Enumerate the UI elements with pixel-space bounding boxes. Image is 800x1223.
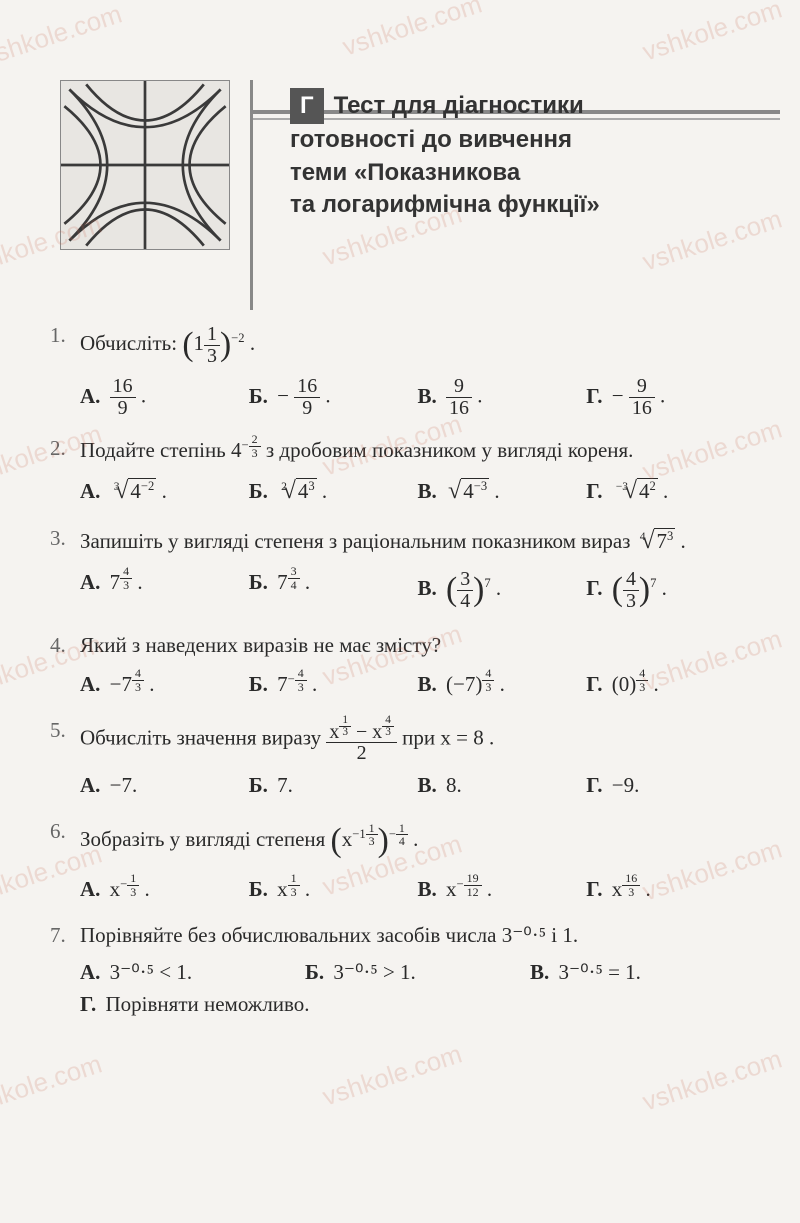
answer-option: А. 34−2 . bbox=[80, 473, 249, 509]
title-line-0: Тест для діагностики bbox=[334, 92, 584, 119]
answer-option: Г. −9. bbox=[586, 770, 755, 802]
question-4: 4.Який з наведених виразів не має змісту… bbox=[50, 630, 760, 701]
question-5: 5.Обчисліть значення виразу x13 − x432 п… bbox=[50, 715, 760, 802]
answer-option: Б. − 169 . bbox=[249, 376, 418, 419]
section-title: Г Тест для діагностики готовності до вивч… bbox=[290, 88, 770, 222]
answer-option: Г. (43)7 . bbox=[586, 565, 755, 615]
answer-option: Б. x13 . bbox=[249, 872, 418, 905]
header-rule-vertical bbox=[250, 80, 253, 310]
answer-option: Г. x163 . bbox=[586, 872, 755, 905]
answer-option: В. (34)7 . bbox=[418, 565, 587, 615]
watermark: vshkole.com bbox=[0, 1048, 106, 1122]
answer-option: Б. 243 . bbox=[249, 473, 418, 509]
question-2: 2.Подайте степінь 4−23 з дробовим показн… bbox=[50, 433, 760, 509]
question-7: 7.Порівняйте без обчислювальних засобів … bbox=[50, 920, 760, 1021]
answer-option: А. 3⁻⁰·⁵ < 1. bbox=[80, 957, 305, 989]
question-6: 6.Зобразіть у вигляді степеня (x−113)−14… bbox=[50, 816, 760, 906]
answer-option: В. (−7)43 . bbox=[418, 667, 587, 700]
answer-option: В. x−1912 . bbox=[418, 872, 587, 905]
answer-option: Г. − 916 . bbox=[586, 376, 755, 419]
watermark: vshkole.com bbox=[319, 1038, 466, 1112]
section-letter-badge: Г bbox=[290, 88, 324, 124]
answer-option: Б. 3⁻⁰·⁵ > 1. bbox=[305, 957, 530, 989]
watermark: vshkole.com bbox=[639, 1043, 786, 1117]
answer-option: А. x−13 . bbox=[80, 872, 249, 905]
answer-option: А. 743 . bbox=[80, 565, 249, 615]
answer-option: Б. 734 . bbox=[249, 565, 418, 615]
curves-icon bbox=[61, 81, 229, 249]
answer-option: Б. 7−43 . bbox=[249, 667, 418, 700]
answer-option: Г. (0)43 . bbox=[586, 667, 755, 700]
answer-option: В. 8. bbox=[418, 770, 587, 802]
answer-option: Г. Порівняти неможливо. bbox=[80, 989, 755, 1021]
questions-block: 1.Обчисліть: (113)−2 . А. 169 .Б. − 169 … bbox=[50, 320, 760, 1034]
question-1: 1.Обчисліть: (113)−2 . А. 169 .Б. − 169 … bbox=[50, 320, 760, 419]
answer-option: А. −743 . bbox=[80, 667, 249, 700]
answer-option: Г. −342 . bbox=[586, 473, 755, 509]
question-3: 3.Запишіть у вигляді степеня з раціональ… bbox=[50, 523, 760, 616]
answer-option: А. −7. bbox=[80, 770, 249, 802]
answer-option: Б. 7. bbox=[249, 770, 418, 802]
section-thumbnail bbox=[60, 80, 230, 250]
answer-option: В. 3⁻⁰·⁵ = 1. bbox=[530, 957, 755, 989]
answer-option: А. 169 . bbox=[80, 376, 249, 419]
title-line-3: та логарифмічна функції» bbox=[290, 191, 600, 218]
title-line-1: готовності до вивчення bbox=[290, 126, 572, 153]
answer-option: В. 916 . bbox=[418, 376, 587, 419]
title-line-2: теми «Показникова bbox=[290, 159, 520, 186]
answer-option: В. 4−3 . bbox=[418, 473, 587, 509]
